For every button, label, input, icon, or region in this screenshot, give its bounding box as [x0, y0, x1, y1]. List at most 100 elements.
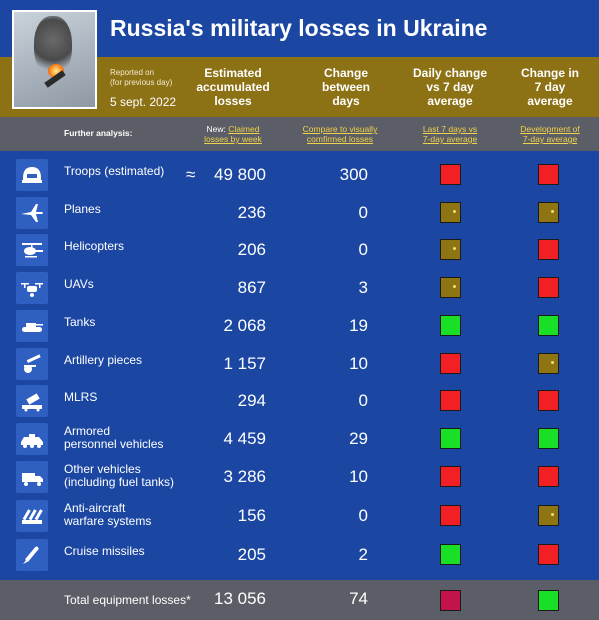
seven-day-change-indicator — [538, 164, 559, 185]
daily-vs-average-indicator — [440, 164, 461, 185]
table-row: Anti-aircraft warfare systems 156 0 — [0, 498, 599, 536]
seven-day-change-indicator — [538, 239, 559, 260]
table-row: Armored personnel vehicles 4 459 29 — [0, 421, 599, 459]
accumulated-value: 156 — [237, 506, 266, 525]
row-label: MLRS — [64, 390, 98, 404]
plane-icon — [16, 197, 48, 229]
daily-vs-average-indicator — [440, 277, 461, 298]
row-label: Planes — [64, 202, 101, 216]
daily-vs-average-indicator — [440, 202, 461, 223]
daily-change-value: 0 — [358, 506, 368, 525]
accumulated-value: 236 — [237, 203, 266, 222]
total-value: 13 056 — [214, 589, 266, 608]
row-label: UAVs — [64, 277, 94, 291]
row-label: Artillery pieces — [64, 353, 143, 367]
burning-aircraft-photo — [12, 10, 97, 109]
daily-change-value: 300 — [339, 165, 368, 184]
daily-vs-average-indicator — [440, 353, 461, 374]
last-7-days-link[interactable]: Last 7 days vs 7-day average — [422, 124, 478, 144]
row-label: Troops (estimated) — [64, 164, 165, 178]
daily-vs-average-indicator — [440, 505, 461, 526]
daily-vs-average-indicator — [440, 466, 461, 487]
accumulated-value: 206 — [237, 240, 266, 259]
tank-icon — [16, 310, 48, 342]
row-label: Tanks — [64, 315, 96, 329]
table-row: MLRS 294 0 — [0, 383, 599, 421]
row-label: Armored personnel vehicles — [64, 424, 164, 451]
anti-aircraft-icon — [16, 500, 48, 532]
title-bar — [0, 0, 599, 57]
seven-day-change-indicator — [538, 544, 559, 565]
daily-vs-average-indicator — [440, 390, 461, 411]
total-change: 74 — [349, 589, 368, 608]
total-daily-indicator — [440, 590, 461, 611]
total-label: Total equipment losses* — [64, 593, 191, 607]
table-row: Cruise missiles 205 2 — [0, 537, 599, 575]
table-row: Planes 236 0 — [0, 195, 599, 233]
accumulated-value: 4 459 — [223, 429, 266, 448]
daily-vs-average-indicator — [440, 544, 461, 565]
reported-on-note: Reported on (for previous day) — [110, 68, 173, 87]
seven-day-change-indicator — [538, 390, 559, 411]
daily-change-value: 29 — [349, 429, 368, 448]
seven-day-change-indicator — [538, 277, 559, 298]
further-analysis-label: Further analysis: — [64, 128, 133, 138]
analysis-bar — [0, 117, 599, 151]
col-header-change: Change between days — [321, 66, 370, 108]
development-7-day-link[interactable]: Development of 7-day average — [520, 124, 580, 144]
table-row: Troops (estimated) ≈49 800 300 — [0, 157, 599, 195]
artillery-icon — [16, 348, 48, 380]
daily-vs-average-indicator — [440, 428, 461, 449]
accumulated-value: 294 — [237, 391, 266, 410]
total-bar — [0, 580, 599, 620]
daily-change-value: 3 — [358, 278, 368, 297]
col-header-daily: Daily change vs 7 day average — [412, 66, 488, 108]
header-band — [0, 57, 599, 117]
truck-icon — [16, 461, 48, 493]
row-label: Helicopters — [64, 239, 125, 253]
row-label: Other vehicles (including fuel tanks) — [64, 462, 175, 489]
col-header-seven-day: Change in 7 day average — [520, 66, 579, 108]
helmet-icon — [16, 159, 48, 191]
compare-confirmed-link[interactable]: Compare to visually comfirmed losses — [302, 124, 378, 144]
report-date: 5 sept. 2022 — [110, 95, 177, 109]
drone-icon — [16, 272, 48, 304]
apc-icon — [16, 423, 48, 455]
accumulated-value: 867 — [237, 278, 266, 297]
accumulated-value: 2 068 — [223, 316, 266, 335]
daily-change-value: 0 — [358, 203, 368, 222]
seven-day-change-indicator — [538, 466, 559, 487]
missile-icon — [16, 539, 48, 571]
daily-vs-average-indicator — [440, 239, 461, 260]
daily-vs-average-indicator — [440, 315, 461, 336]
total-seven-day-indicator — [538, 590, 559, 611]
helicopter-icon — [16, 234, 48, 266]
accumulated-value: 205 — [237, 545, 266, 564]
row-label: Anti-aircraft warfare systems — [64, 501, 152, 528]
daily-change-value: 10 — [349, 354, 368, 373]
seven-day-change-indicator — [538, 505, 559, 526]
daily-change-value: 19 — [349, 316, 368, 335]
seven-day-change-indicator — [538, 315, 559, 336]
table-row: Helicopters 206 0 — [0, 232, 599, 270]
accumulated-value: 1 157 — [223, 354, 266, 373]
seven-day-change-indicator — [538, 202, 559, 223]
daily-change-value: 0 — [358, 391, 368, 410]
daily-change-value: 0 — [358, 240, 368, 259]
table-row: Tanks 2 068 19 — [0, 308, 599, 346]
daily-change-value: 2 — [358, 545, 368, 564]
claimed-losses-link[interactable]: New: Claimed losses by week — [204, 124, 262, 144]
approx-sign: ≈ — [186, 165, 196, 184]
accumulated-value: 3 286 — [223, 467, 266, 486]
accumulated-value: 49 800 — [214, 165, 266, 184]
daily-change-value: 10 — [349, 467, 368, 486]
table-row: UAVs 867 3 — [0, 270, 599, 308]
col-header-accumulated: Estimated accumulated losses — [196, 66, 270, 108]
table-row: Artillery pieces 1 157 10 — [0, 346, 599, 384]
row-label: Cruise missiles — [64, 544, 145, 558]
rocket-launcher-icon — [16, 385, 48, 417]
seven-day-change-indicator — [538, 353, 559, 374]
page-title: Russia's military losses in Ukraine — [110, 15, 488, 41]
seven-day-change-indicator — [538, 428, 559, 449]
table-row: Other vehicles (including fuel tanks) 3 28… — [0, 459, 599, 497]
